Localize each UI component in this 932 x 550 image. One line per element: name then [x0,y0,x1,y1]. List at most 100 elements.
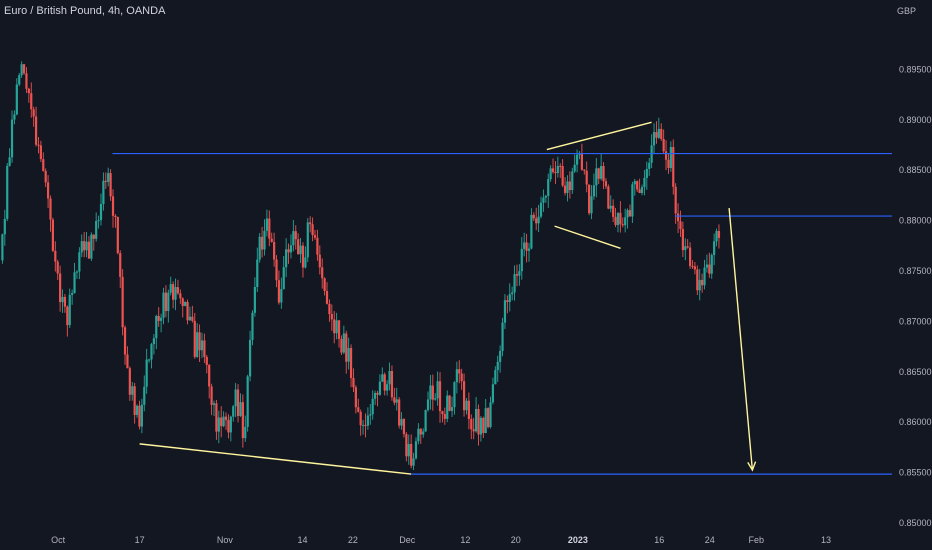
candle-body [703,267,706,286]
candle-body [357,407,360,412]
candle-series [1,61,721,471]
projection-arrow[interactable] [728,207,754,471]
candle-body [621,224,624,226]
candle-body [657,128,660,138]
wedge-lower-trendline[interactable] [139,443,412,475]
candle-body [256,259,259,287]
price-tick-label: 0.86500 [899,367,932,377]
candle-body [638,189,641,194]
candle-body [246,376,249,427]
candle-body [422,431,425,435]
candle-body [289,245,293,253]
candle-body [172,284,175,300]
candle-body [612,205,615,217]
candle-body [398,399,401,426]
candle-body [462,381,466,411]
candle-body [378,381,382,395]
candle-body [3,218,6,235]
candle-body [669,147,672,168]
candle-body [263,230,266,250]
candle-body [297,239,300,255]
candle-body [628,210,632,217]
candle-body [537,216,540,224]
candle-body [109,173,112,197]
candle-body [99,204,103,221]
candle-body [369,414,372,416]
candle-body [491,384,495,403]
candle-body [530,214,533,249]
candle-body [54,250,57,262]
candle-body [691,266,694,268]
candle-body [511,292,514,295]
candle-body [85,241,88,251]
candle-body [542,197,545,203]
candle-body [337,320,341,339]
candle-body [318,254,321,268]
candle-body [506,300,509,302]
candle-body [426,399,430,411]
candle-body [496,361,499,371]
time-tick-label: Nov [217,535,234,545]
candle-body [696,269,699,291]
drawing-overlays [112,121,892,475]
candle-body [532,214,535,219]
candle-body [224,416,228,420]
candle-body [306,222,309,258]
candle-body [424,410,427,432]
candle-body [342,333,345,353]
candle-body [374,393,377,399]
candle-body [34,116,38,145]
candle-body [123,327,127,355]
candle-body [640,187,644,194]
price-tick-label: 0.85000 [899,518,932,528]
time-tick-label: 16 [654,535,664,545]
candle-body [453,382,456,408]
candle-body [571,171,574,191]
candle-body [535,218,538,224]
flag-lower-trendline[interactable] [554,225,621,249]
candle-body [717,231,721,238]
candle-body [556,165,559,174]
candle-body [487,408,490,428]
candle-body [583,169,586,171]
candle-body [676,213,680,222]
candle-body [316,237,319,255]
candle-body [30,93,33,110]
candle-body [63,296,67,307]
candle-body [277,280,281,303]
candle-body [590,196,593,214]
candle-body [381,374,384,382]
candle-body [15,84,18,115]
candle-body [215,403,218,432]
candle-body [18,75,21,85]
candle-body [705,264,709,268]
candle-body [539,202,543,217]
candle-body [80,241,83,253]
candle-body [116,217,119,254]
candle-body [667,159,670,168]
candle-body [698,279,701,291]
candle-body [75,271,79,273]
candle-body [217,417,220,432]
candle-body [275,259,278,281]
candle-body [282,267,285,290]
candle-body [402,419,406,435]
candle-body [333,319,336,334]
flag-upper-trendline[interactable] [546,121,652,151]
candle-body [446,395,449,419]
candle-body [501,322,504,351]
candle-body [8,157,11,166]
candle-body [258,236,261,260]
candle-body [465,400,468,411]
candle-body [349,348,353,378]
candle-body [412,458,415,466]
candle-body [383,374,386,391]
candle-body [595,168,598,186]
time-tick-label: 24 [705,535,715,545]
candle-body [472,429,475,432]
candle-body [328,303,331,315]
candle-body [614,216,617,226]
candle-body [313,235,317,238]
candle-body [597,168,600,179]
